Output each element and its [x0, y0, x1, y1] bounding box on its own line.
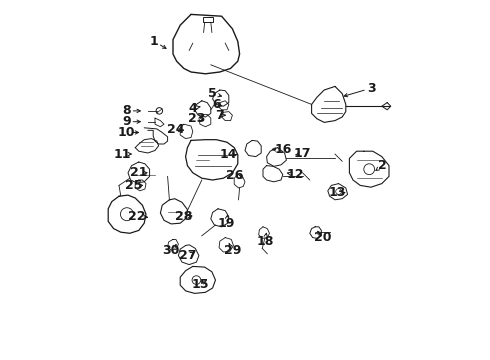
Text: 10: 10 — [118, 126, 135, 139]
Text: 7: 7 — [216, 109, 224, 122]
Text: 6: 6 — [213, 98, 221, 111]
Text: 14: 14 — [220, 148, 238, 161]
Text: 16: 16 — [274, 143, 292, 156]
Text: 24: 24 — [167, 123, 185, 136]
Text: 22: 22 — [128, 210, 146, 222]
Bar — [202, 17, 213, 22]
Text: 29: 29 — [224, 244, 241, 257]
Text: 18: 18 — [256, 235, 273, 248]
Text: 20: 20 — [314, 231, 331, 244]
Text: 21: 21 — [130, 166, 147, 179]
Text: 1: 1 — [150, 35, 159, 48]
Text: 25: 25 — [125, 179, 143, 192]
Text: 15: 15 — [191, 278, 209, 291]
Text: 28: 28 — [175, 210, 193, 222]
Text: 17: 17 — [294, 147, 311, 159]
Text: 2: 2 — [378, 159, 387, 172]
Text: 23: 23 — [188, 112, 205, 125]
Text: 9: 9 — [122, 115, 130, 128]
Text: 13: 13 — [328, 186, 345, 199]
Text: 30: 30 — [163, 244, 180, 257]
Text: 27: 27 — [179, 249, 196, 262]
Text: 4: 4 — [189, 102, 197, 114]
Text: 11: 11 — [114, 148, 131, 161]
Text: 3: 3 — [367, 82, 375, 95]
Text: 8: 8 — [122, 104, 130, 117]
Text: 26: 26 — [226, 169, 244, 182]
Text: 5: 5 — [208, 87, 217, 100]
Text: 19: 19 — [218, 217, 235, 230]
Text: 12: 12 — [287, 168, 304, 181]
